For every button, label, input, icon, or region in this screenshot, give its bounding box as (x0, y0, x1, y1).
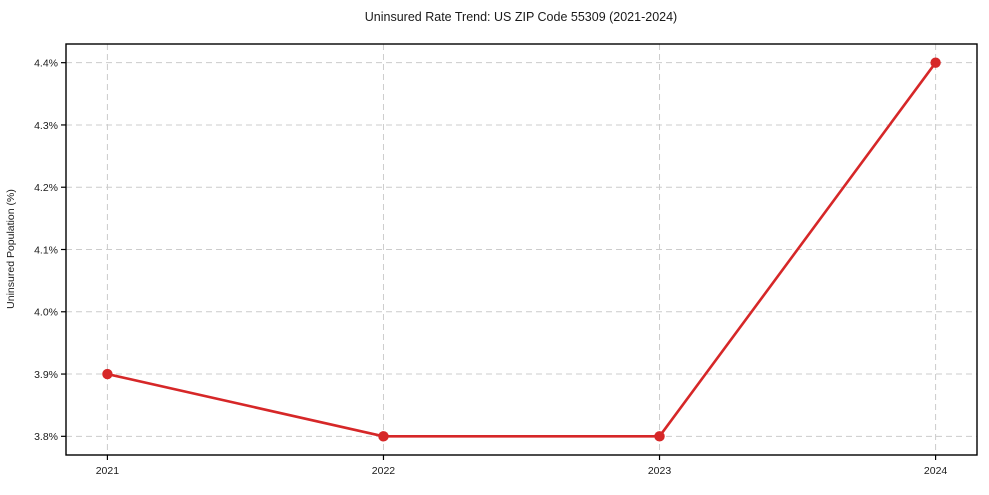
x-tick-label: 2021 (96, 465, 120, 477)
x-tick-label: 2024 (924, 465, 948, 477)
y-tick-label: 4.1% (34, 244, 58, 256)
gridlines (66, 44, 977, 455)
chart-title: Uninsured Rate Trend: US ZIP Code 55309 … (365, 10, 677, 24)
x-tick-label: 2023 (648, 465, 672, 477)
y-tick-label: 3.9% (34, 369, 58, 381)
data-point-marker (654, 431, 665, 442)
plot-border (65, 43, 978, 456)
y-tick-label: 4.3% (34, 120, 58, 132)
data-point-marker (930, 57, 941, 68)
x-tick-label: 2022 (372, 465, 396, 477)
y-axis-label: Uninsured Population (%) (5, 189, 17, 309)
y-tick-label: 4.2% (34, 182, 58, 194)
data-point-marker (378, 431, 389, 442)
data-series (102, 57, 941, 442)
trend-line (106, 61, 937, 438)
y-tick-label: 4.0% (34, 307, 58, 319)
y-tick-label: 4.4% (34, 57, 58, 69)
axis-ticks (61, 62, 937, 460)
data-point-marker (102, 368, 113, 380)
tick-labels: 3.8% 3.9% 4.0% 4.1% 4.2% 4.3% 4.4% 2021 2022 2023… (34, 57, 947, 477)
y-tick-label: 3.8% (34, 431, 58, 443)
